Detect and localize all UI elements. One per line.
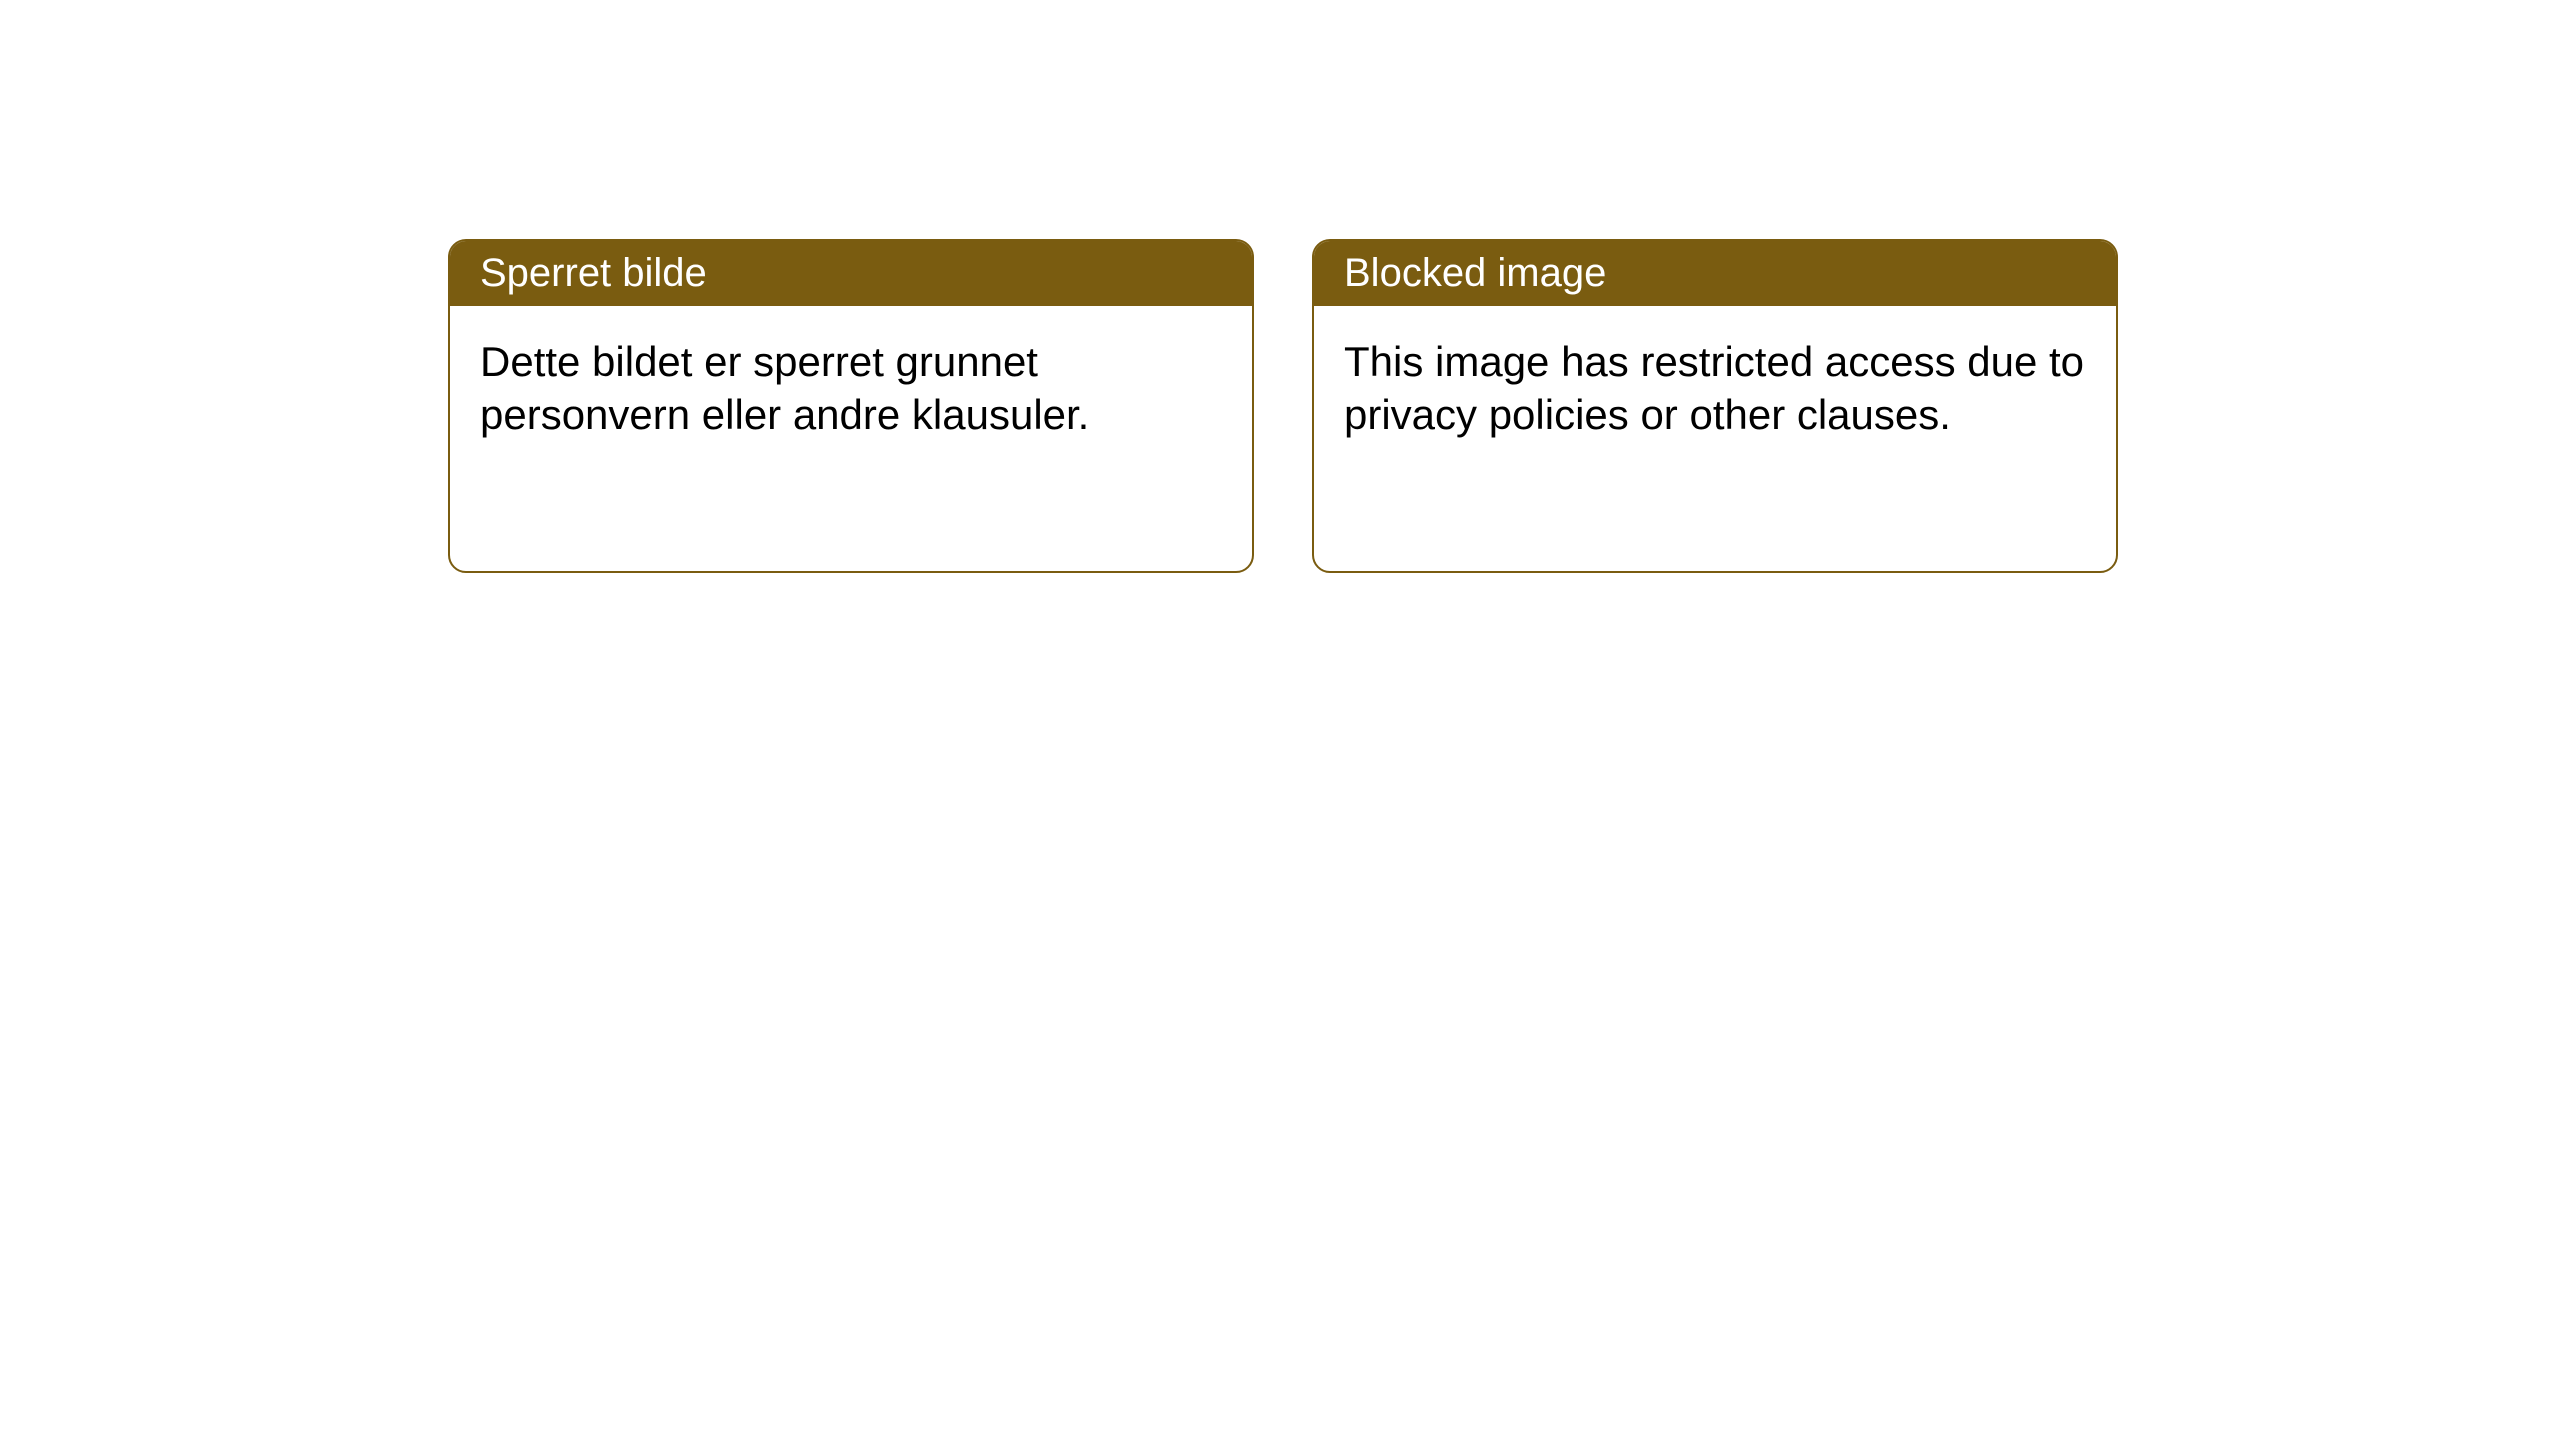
- notice-body-norwegian: Dette bildet er sperret grunnet personve…: [450, 306, 1252, 471]
- notice-header-norwegian: Sperret bilde: [450, 241, 1252, 306]
- notice-card-english: Blocked image This image has restricted …: [1312, 239, 2118, 573]
- notice-card-norwegian: Sperret bilde Dette bildet er sperret gr…: [448, 239, 1254, 573]
- notice-title: Blocked image: [1344, 251, 1606, 295]
- notice-container: Sperret bilde Dette bildet er sperret gr…: [448, 239, 2118, 573]
- notice-title: Sperret bilde: [480, 251, 707, 295]
- notice-text: Dette bildet er sperret grunnet personve…: [480, 338, 1089, 438]
- notice-header-english: Blocked image: [1314, 241, 2116, 306]
- notice-body-english: This image has restricted access due to …: [1314, 306, 2116, 471]
- notice-text: This image has restricted access due to …: [1344, 338, 2084, 438]
